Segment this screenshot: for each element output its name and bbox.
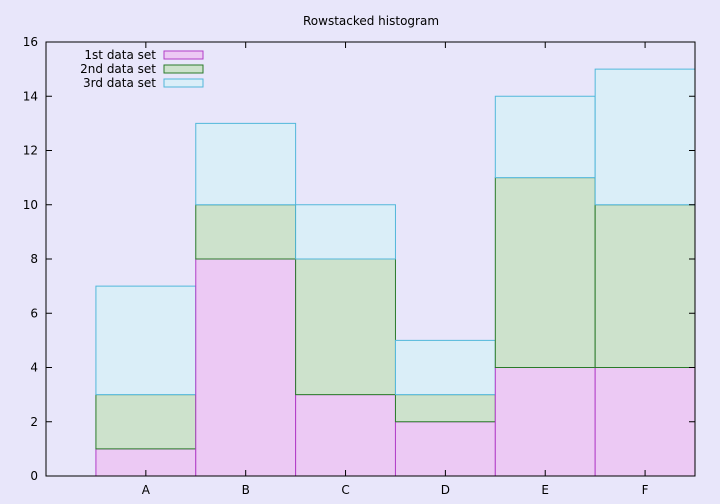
bar-E-series-3 <box>494 95 596 179</box>
bar-B-series-3 <box>195 122 297 206</box>
bar-B-series-2 <box>195 204 297 260</box>
bar-E-series-2 <box>494 177 596 368</box>
y-tick-label: 16 <box>23 35 38 49</box>
x-tick-label: A <box>142 483 151 497</box>
bar-F-series-1 <box>594 367 696 477</box>
y-tick-label: 0 <box>30 469 38 483</box>
bar-A-series-3 <box>95 285 197 396</box>
legend-swatch <box>163 64 204 74</box>
bar-A-series-2 <box>95 394 197 450</box>
bar-B-series-1 <box>195 258 297 477</box>
x-tick-label: F <box>642 483 649 497</box>
y-tick-label: 12 <box>23 144 38 158</box>
bar-F-series-3 <box>594 68 696 206</box>
chart-title: Rowstacked histogram <box>303 14 439 28</box>
legend-swatch <box>163 78 204 88</box>
bar-E-series-1 <box>494 367 596 477</box>
bar-D-series-3 <box>394 339 496 396</box>
bar-D-series-2 <box>394 394 496 423</box>
y-tick-label: 8 <box>30 252 38 266</box>
y-tick-label: 6 <box>30 306 38 320</box>
bar-C-series-3 <box>295 204 396 260</box>
x-tick-label: B <box>242 483 250 497</box>
y-tick-label: 14 <box>23 89 38 103</box>
legend-label: 1st data set <box>84 48 156 62</box>
legend-swatch <box>163 50 204 60</box>
x-tick-label: D <box>441 483 450 497</box>
axes-layer: 0 2 4 6 8 10 12 14 16 A B C D E F <box>23 35 696 497</box>
bar-F-series-2 <box>594 204 696 368</box>
x-tick-label: E <box>541 483 549 497</box>
y-tick-label: 2 <box>30 415 38 429</box>
bar-C-series-2 <box>295 258 396 396</box>
legend-label: 2nd data set <box>80 62 156 76</box>
y-tick-label: 4 <box>30 361 38 375</box>
bar-D-series-1 <box>394 421 496 477</box>
y-tick-label: 10 <box>23 198 38 212</box>
bar-C-series-1 <box>295 394 396 477</box>
legend-label: 3rd data set <box>83 76 156 90</box>
x-tick-label: C <box>341 483 349 497</box>
bars-layer <box>95 68 696 477</box>
